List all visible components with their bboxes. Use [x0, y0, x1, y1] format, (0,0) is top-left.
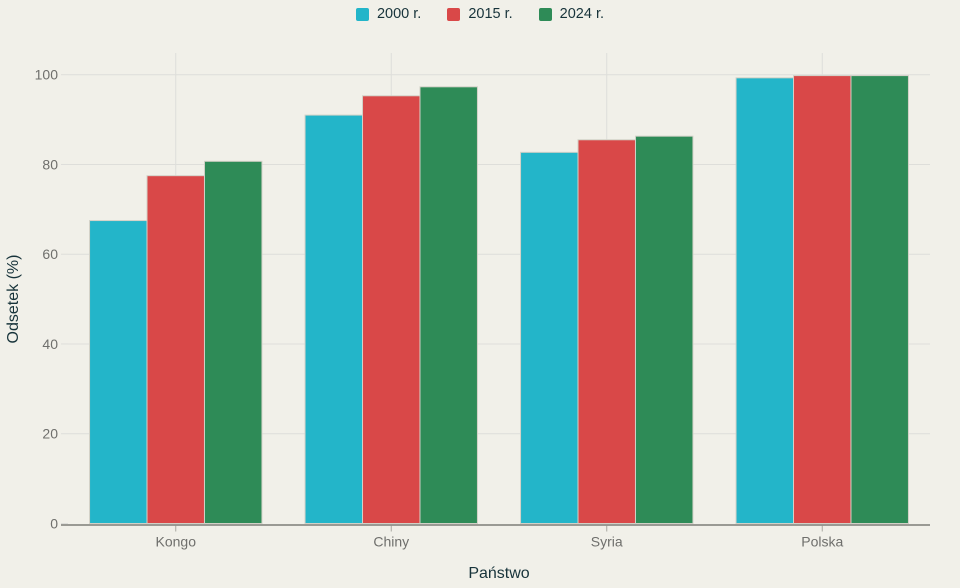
- x-tick-label: Syria: [591, 534, 623, 550]
- bar-chiny-2015: [362, 95, 421, 524]
- x-tick-label: Chiny: [373, 534, 409, 550]
- y-tick-label: 100: [35, 67, 59, 83]
- legend-label: 2000 r.: [376, 6, 422, 22]
- y-tick-label: 80: [42, 156, 58, 172]
- legend-swatch: [355, 7, 369, 21]
- y-tick-label: 0: [50, 516, 58, 532]
- y-tick-label: 60: [42, 246, 58, 262]
- legend-item-2000r[interactable]: 2000 r.: [355, 6, 422, 22]
- legend-item-2015r[interactable]: 2015 r.: [447, 6, 513, 22]
- y-tick-label: 20: [42, 426, 58, 442]
- bar-syria-2015: [577, 139, 636, 524]
- legend-swatch: [447, 7, 461, 21]
- legend-swatch: [538, 7, 552, 21]
- bar-kongo-2000: [89, 220, 148, 524]
- bar-kongo-2015: [146, 175, 205, 524]
- x-tick-label: Polska: [801, 534, 843, 550]
- bar-chiny-2000: [304, 114, 364, 524]
- bar-kongo-2024: [203, 160, 263, 525]
- y-tick-label: 40: [42, 336, 58, 352]
- legend: 2000 r. 2015 r. 2024 r.: [0, 6, 960, 22]
- bar-polska-2015: [793, 75, 852, 525]
- legend-label: 2024 r.: [559, 6, 605, 22]
- bar-chiny-2024: [419, 86, 478, 524]
- bar-syria-2000: [520, 151, 579, 524]
- y-axis-title: Odsetek (%): [5, 254, 22, 344]
- bar-syria-2024: [634, 135, 694, 524]
- bar-polska-2000: [735, 77, 795, 524]
- legend-label: 2015 r.: [468, 6, 513, 22]
- bar-polska-2024: [850, 75, 909, 525]
- legend-item-2024r[interactable]: 2024 r.: [538, 6, 605, 22]
- x-axis-title: Państwo: [468, 565, 530, 582]
- x-tick-label: Kongo: [156, 534, 197, 550]
